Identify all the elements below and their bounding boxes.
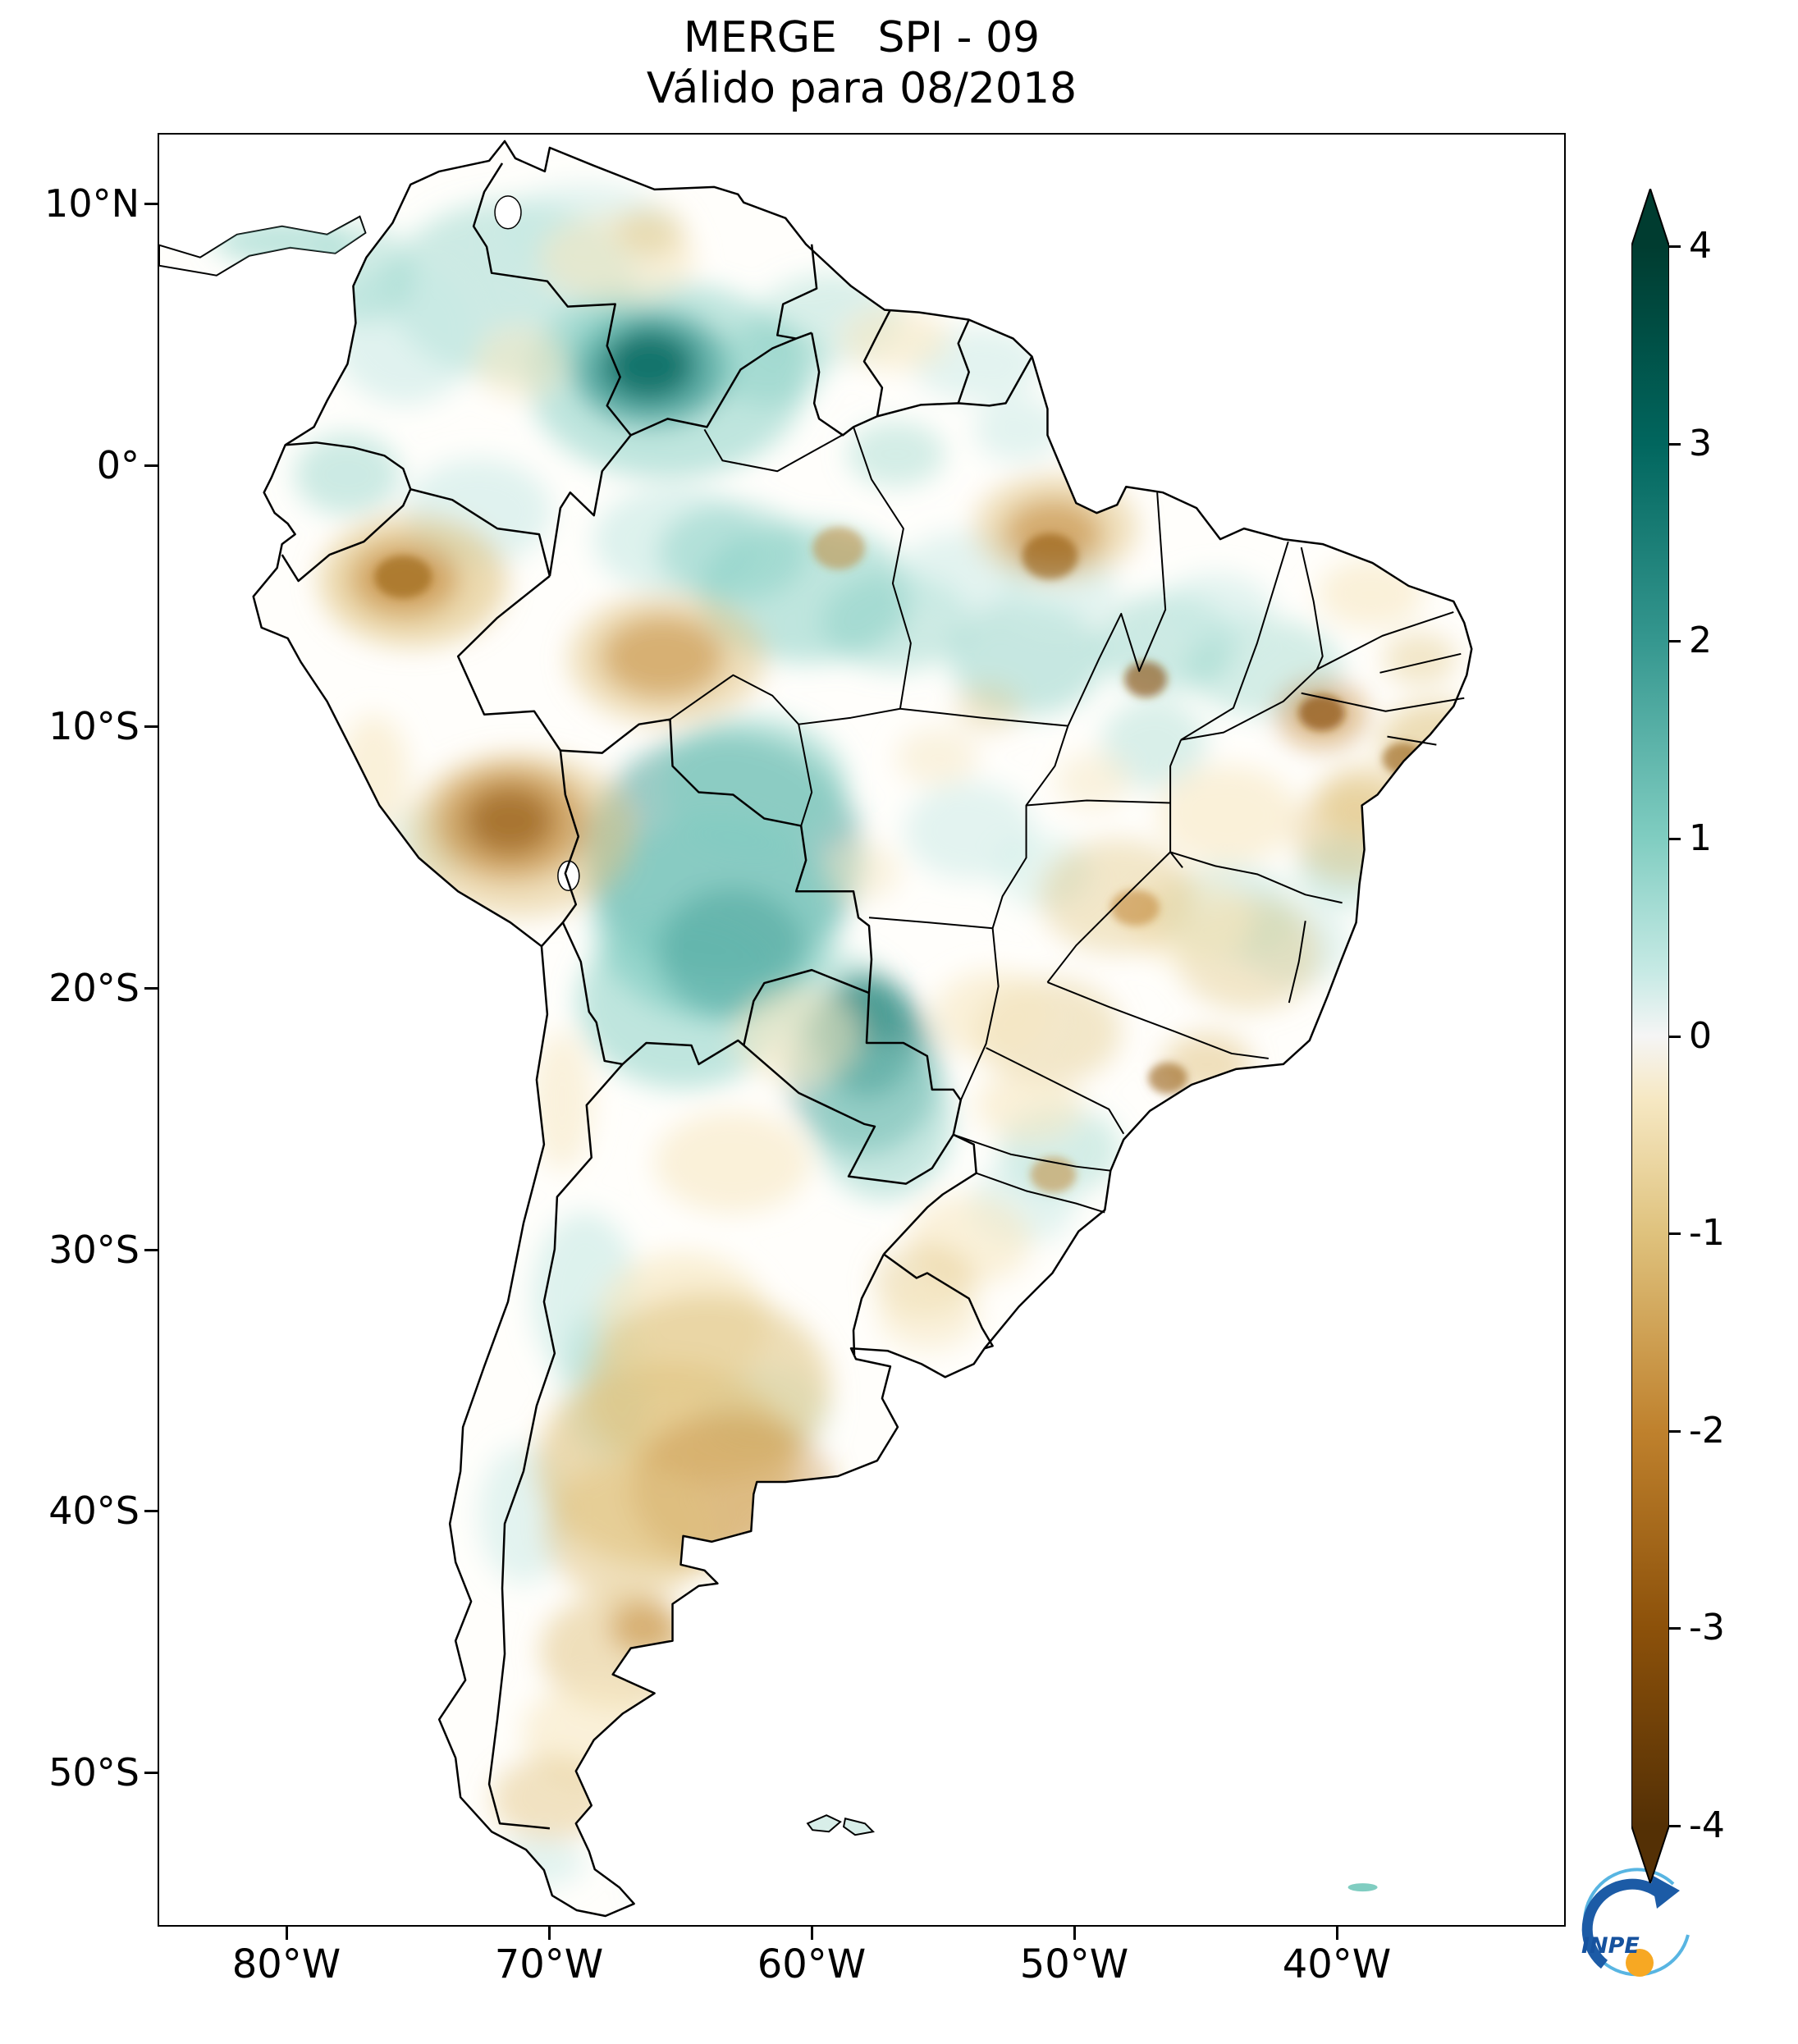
lat-tick-label: 40°S [48, 1488, 140, 1533]
lon-tick-mark [285, 1927, 288, 1940]
colorbar-gradient [1631, 246, 1669, 1826]
lon-tick-mark [1335, 1927, 1338, 1940]
lake-maracaibo [494, 195, 522, 230]
chart-subtitle: Válido para 08/2018 [646, 64, 1077, 113]
lakes [494, 195, 580, 892]
lat-tick-mark [144, 986, 158, 990]
logo-orange-dot [1626, 1949, 1654, 1977]
spi-blobs-spots [374, 527, 1425, 1193]
lat-tick-label: 10°S [48, 704, 140, 748]
colorbar-tick-label: -3 [1689, 1607, 1725, 1648]
colorbar-over-triangle [1631, 189, 1669, 246]
colorbar-tick-label: 4 [1689, 225, 1712, 267]
logo-text: INPE [1581, 1933, 1640, 1959]
logo-arrow-body [1581, 1878, 1664, 1969]
lon-tick-mark [1073, 1927, 1076, 1940]
colorbar-tick-mark [1669, 1626, 1681, 1630]
lat-tick-mark [144, 202, 158, 205]
country-borders [281, 162, 1033, 1830]
lat-tick-mark [144, 464, 158, 467]
colorbar-tick-label: 1 [1689, 817, 1712, 859]
colorbar-tick-label: -2 [1689, 1410, 1725, 1452]
lat-tick-mark [144, 1248, 158, 1251]
lat-tick-label: 10°N [44, 181, 140, 226]
south-georgia-island [1347, 1883, 1378, 1892]
colorbar-tick-mark [1669, 1824, 1681, 1827]
lat-tick-label: 50°S [48, 1750, 140, 1795]
colorbar-under-triangle [1631, 1826, 1669, 1883]
lat-tick-mark [144, 1771, 158, 1774]
lon-tick-label: 80°W [231, 1941, 341, 1987]
colorbar-tick-mark [1669, 1232, 1681, 1235]
colorbar-tick-mark [1669, 1035, 1681, 1038]
lon-tick-label: 40°W [1282, 1941, 1392, 1987]
colorbar-tick-mark [1669, 442, 1681, 446]
lake-titicaca [557, 860, 580, 892]
colorbar [1631, 189, 1669, 1883]
inpe-logo: INPE [1581, 1868, 1690, 1977]
lat-tick-mark [144, 1509, 158, 1512]
colorbar-tick-mark [1669, 245, 1681, 248]
lon-tick-mark [810, 1927, 813, 1940]
coastline [252, 139, 1473, 1918]
map-plot-area: INPE [158, 133, 1690, 1977]
state-borders [669, 427, 1465, 1214]
lon-tick-label: 70°W [494, 1941, 604, 1987]
lat-tick-mark [144, 725, 158, 728]
lon-tick-mark [547, 1927, 551, 1940]
lon-tick-label: 60°W [757, 1941, 867, 1987]
colorbar-tick-mark [1669, 1429, 1681, 1433]
chart-title: MERGE SPI - 09 [683, 13, 1041, 62]
lat-tick-label: 20°S [48, 966, 140, 1010]
lon-tick-label: 50°W [1019, 1941, 1129, 1987]
south-america-map [159, 139, 1473, 1918]
colorbar-tick-label: 3 [1689, 423, 1712, 464]
colorbar-tick-label: -1 [1689, 1212, 1725, 1254]
colorbar-tick-label: 2 [1689, 620, 1712, 661]
colorbar-tick-mark [1669, 639, 1681, 642]
lat-tick-label: 30°S [48, 1228, 140, 1272]
falkland-islands [806, 1814, 876, 1836]
logo-arrow-head [1650, 1874, 1680, 1909]
colorbar-tick-mark [1669, 837, 1681, 840]
lat-tick-label: 0° [96, 443, 140, 487]
spi-anomaly-field [212, 183, 1472, 1905]
colorbar-tick-label: 0 [1689, 1015, 1712, 1057]
colorbar-tick-label: -4 [1689, 1804, 1725, 1846]
